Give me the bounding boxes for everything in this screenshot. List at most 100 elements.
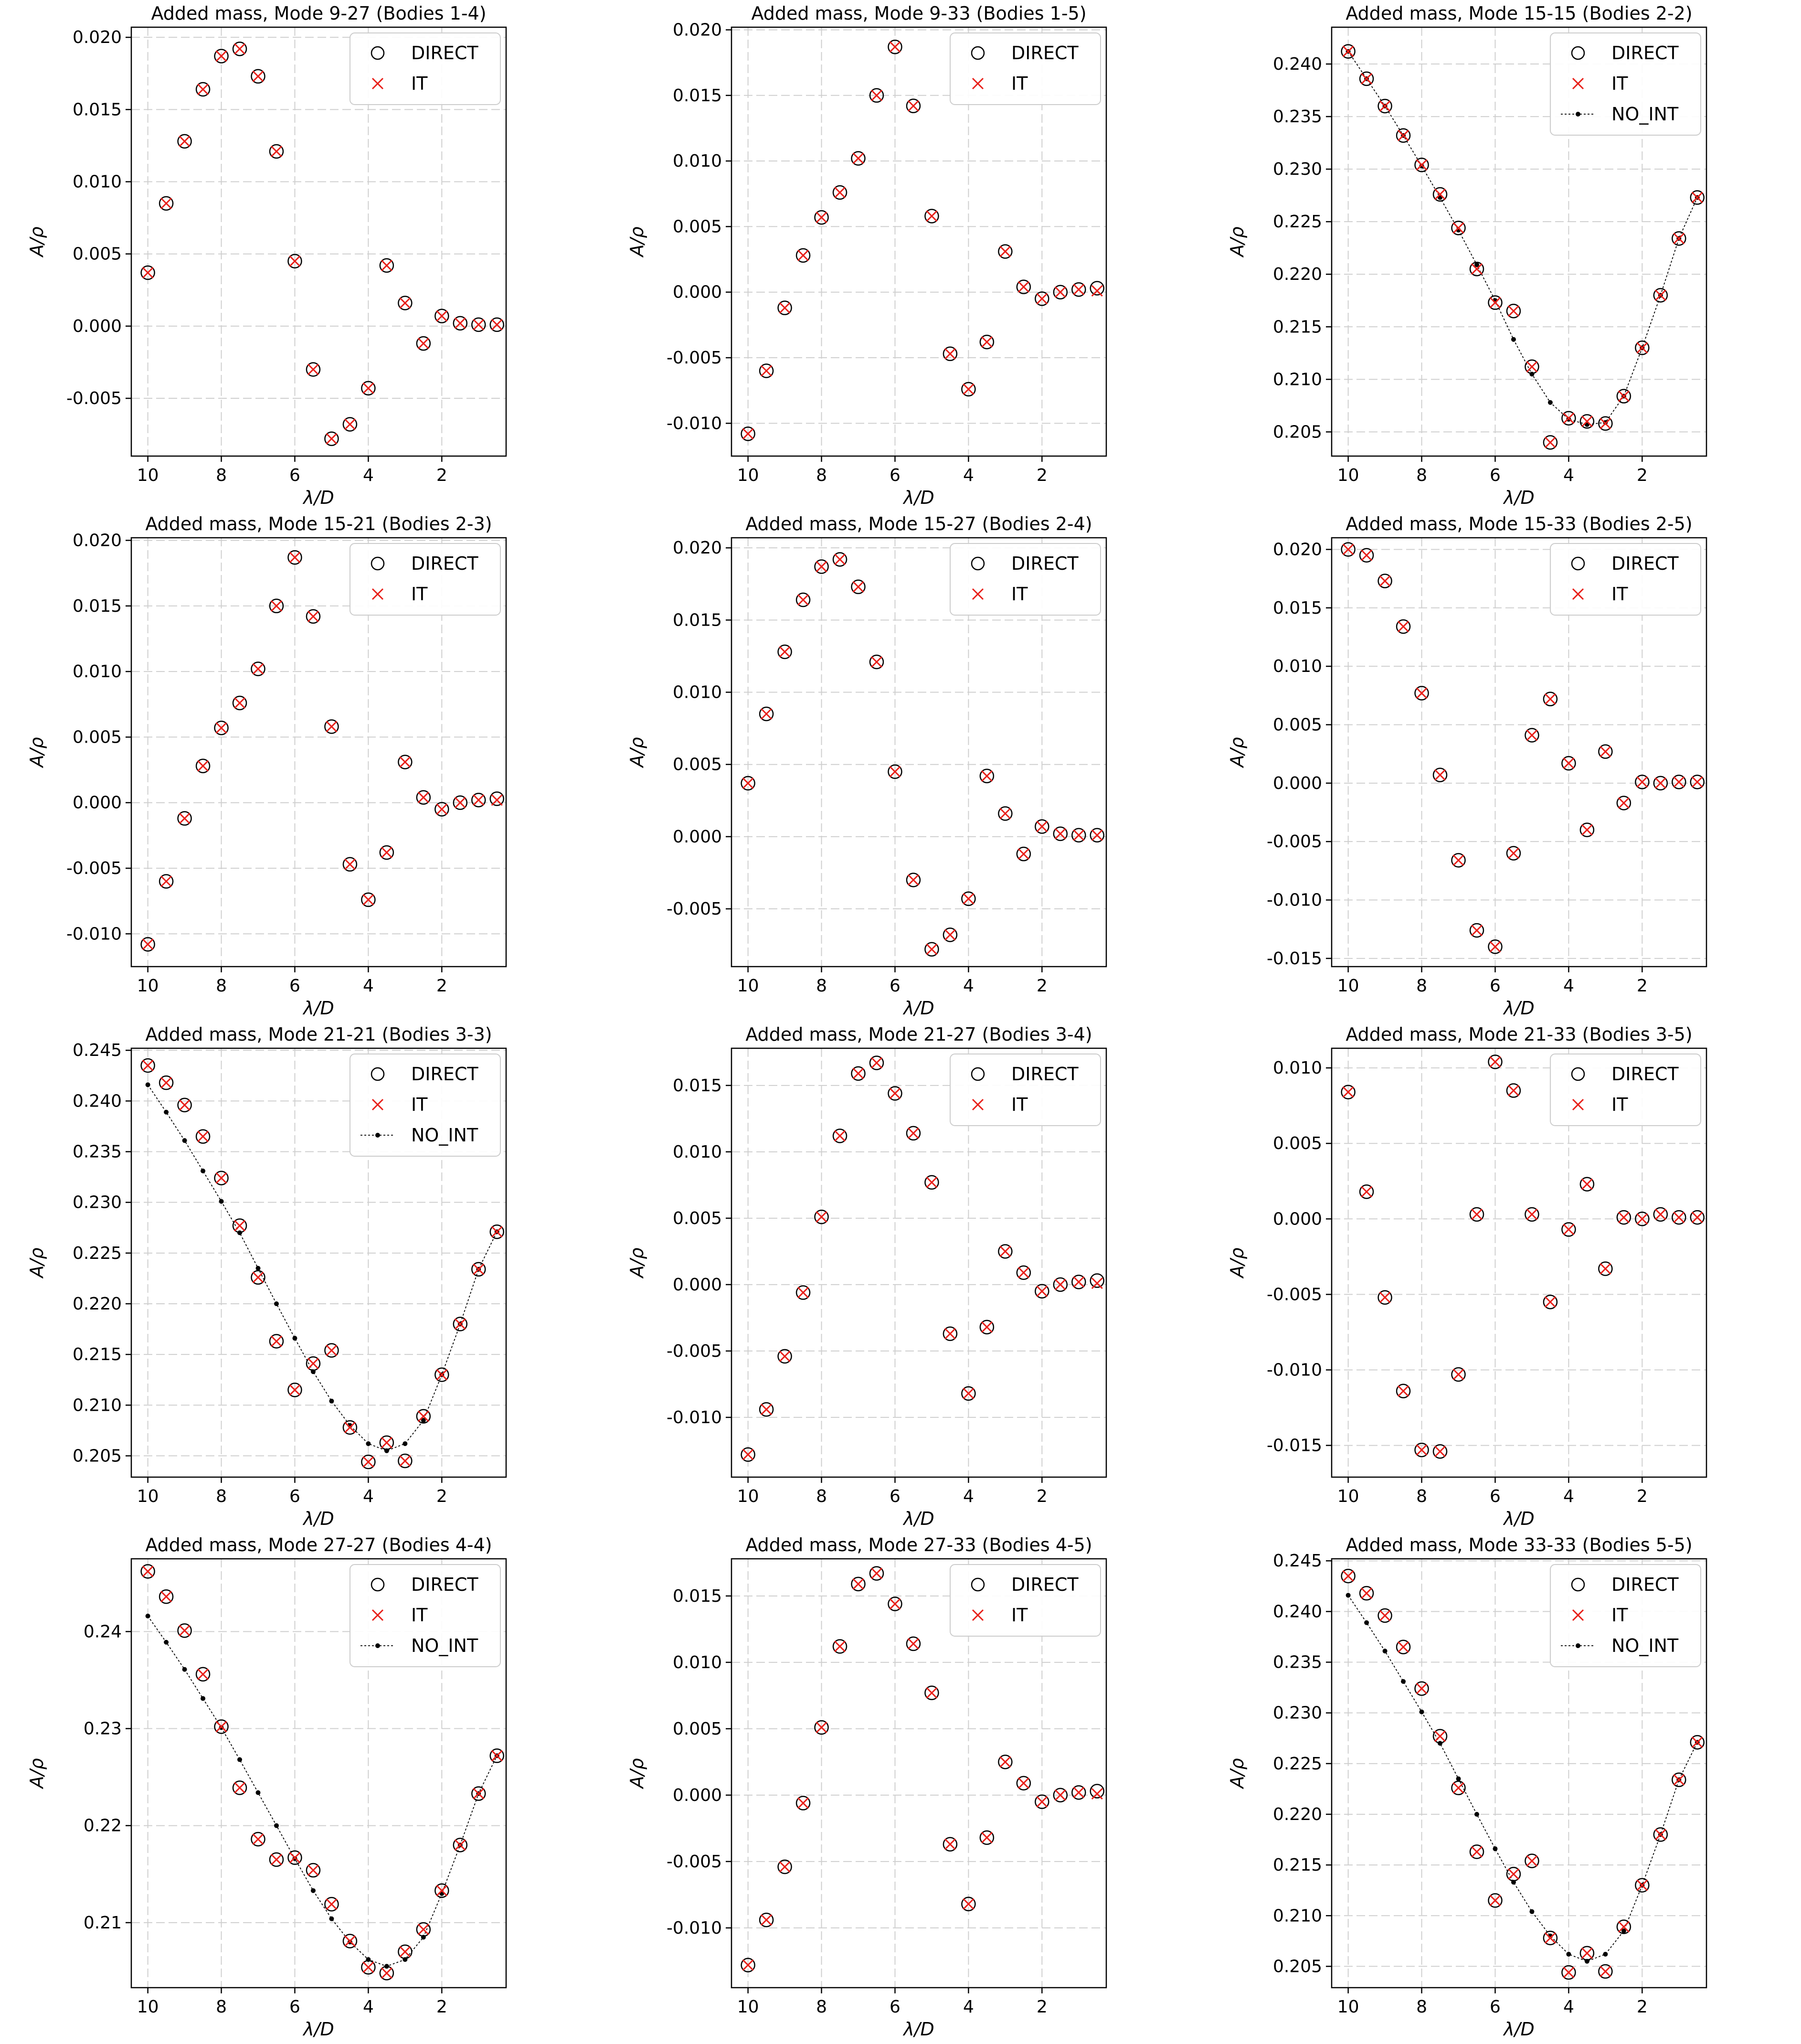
y-tick-label: 0.010	[73, 172, 122, 192]
legend-box	[1550, 1054, 1701, 1126]
direct-point	[434, 1883, 449, 1898]
direct-point	[1579, 1946, 1595, 1961]
it-point	[889, 1087, 901, 1099]
direct-point	[1598, 744, 1613, 759]
chart-panel-5: Added mass, Mode 15-27 (Bodies 2-4) 10 8 6 4…	[600, 511, 1200, 1021]
legend-label: DIRECT	[1011, 553, 1079, 574]
chart-svg: Added mass, Mode 27-33 (Bodies 4-5) 10 8 6 4…	[626, 1534, 1107, 2040]
y-tick-label: 0.005	[73, 245, 122, 264]
legend-label: DIRECT	[1011, 1064, 1079, 1085]
y-tick-label: 0.240	[1273, 54, 1322, 74]
it-point	[1581, 824, 1593, 836]
chart-title: Added mass, Mode 21-33 (Bodies 3-5)	[1345, 1024, 1692, 1045]
direct-point	[869, 654, 884, 670]
x-tick-label: 2	[436, 466, 447, 485]
it-point	[852, 1067, 864, 1079]
it-point	[742, 777, 754, 789]
it-point	[1073, 1276, 1085, 1288]
direct-point	[214, 1719, 229, 1734]
y-tick-label: 0.010	[1273, 657, 1322, 676]
y-tick-label: -0.010	[667, 1408, 722, 1427]
direct-point	[943, 927, 958, 942]
direct-point	[269, 598, 284, 614]
direct-point	[471, 1786, 486, 1801]
y-tick-label: 0.000	[73, 793, 122, 813]
it-point	[761, 365, 773, 377]
legend: DIRECT IT	[1550, 543, 1701, 616]
it-point	[233, 1220, 246, 1232]
chart-svg: Added mass, Mode 21-21 (Bodies 3-3) 10 8 6 4…	[26, 1024, 507, 1529]
y-tick-label: -0.015	[1267, 1436, 1322, 1456]
legend-it-marker	[972, 1609, 984, 1621]
it-point	[981, 336, 993, 348]
direct-point	[1579, 1177, 1595, 1192]
gridlines	[731, 538, 1106, 967]
y-tick-label: 0.020	[1273, 540, 1322, 559]
x-tick-label: 6	[1490, 976, 1501, 996]
y-tick-label: 0.005	[673, 217, 722, 236]
it-point	[1673, 233, 1685, 245]
legend: DIRECT IT NO_INT	[350, 1564, 501, 1667]
x-axis-label: λ/D	[302, 487, 334, 508]
direct-point	[1488, 939, 1503, 954]
direct-point	[906, 1126, 921, 1141]
y-tick-label: 0.235	[1273, 1653, 1322, 1672]
no-int-point	[219, 1199, 224, 1204]
it-point	[344, 858, 356, 870]
y-axis-label: A/ρ	[626, 737, 647, 769]
direct-point	[741, 1447, 755, 1462]
it-point	[289, 552, 301, 564]
it-point	[1636, 1879, 1648, 1891]
direct-point	[1359, 1184, 1374, 1199]
it-point	[381, 1437, 392, 1448]
direct-point	[251, 69, 265, 84]
it-point	[473, 319, 485, 330]
legend-direct-marker	[371, 1067, 385, 1081]
y-tick-label: 0.225	[73, 1244, 122, 1263]
it-point	[179, 812, 191, 824]
x-tick-label: 10	[137, 1487, 159, 1506]
no-int-series-line	[147, 1616, 498, 1967]
no-int-point	[1456, 1776, 1461, 1781]
it-point	[1691, 776, 1703, 788]
it-point	[1017, 1267, 1029, 1278]
it-point	[142, 1060, 154, 1072]
it-point	[381, 847, 392, 859]
it-point	[1563, 1967, 1575, 1979]
x-tick-label: 4	[1563, 1997, 1574, 2017]
direct-point	[979, 334, 995, 350]
direct-point	[832, 1128, 848, 1143]
it-point	[436, 1884, 448, 1896]
no-int-point	[182, 1138, 187, 1143]
direct-point	[998, 1244, 1013, 1259]
direct-point	[1488, 295, 1503, 310]
x-tick-label: 10	[737, 466, 759, 485]
legend-no-int-marker	[1561, 1643, 1595, 1648]
it-point	[1361, 73, 1373, 85]
it-point	[179, 1625, 191, 1637]
it-point	[1452, 1782, 1464, 1794]
axes-frame	[1331, 1558, 1707, 1989]
legend-direct-marker	[971, 1067, 985, 1081]
y-tick-label: 0.015	[673, 1076, 722, 1096]
it-point	[1017, 1777, 1029, 1789]
y-axis-label: A/ρ	[1227, 1758, 1248, 1790]
direct-point	[453, 795, 468, 810]
chart-svg: Added mass, Mode 9-27 (Bodies 1-4) 10 8 6 4 2…	[26, 3, 507, 508]
y-tick-label: 0.005	[673, 1719, 722, 1739]
direct-point	[1690, 775, 1705, 789]
direct-point	[1561, 756, 1576, 771]
y-tick-label: 0.005	[73, 727, 122, 747]
no-int-point	[145, 1613, 150, 1618]
direct-point	[1616, 389, 1631, 404]
direct-point	[1469, 923, 1484, 938]
y-tick-label: 0.000	[1273, 774, 1322, 793]
direct-point	[1635, 1212, 1650, 1226]
no-int-point	[1511, 337, 1516, 342]
chart-title: Added mass, Mode 33-33 (Bodies 5-5)	[1345, 1534, 1692, 1555]
no-int-series-line	[147, 1084, 498, 1451]
x-tick-label: 4	[363, 466, 374, 485]
direct-point	[1432, 187, 1448, 202]
legend-box	[950, 543, 1101, 616]
